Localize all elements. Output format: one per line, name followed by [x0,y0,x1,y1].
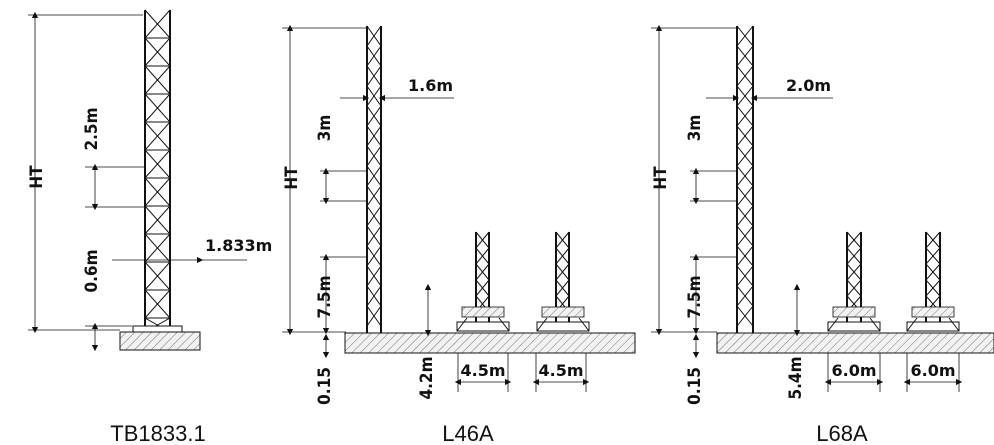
l68a-base-height-label: 5.4m [786,356,806,399]
tb1833-diagram: HT 2.5m 1.833m 0.6m TB1833.1 [27,9,272,445]
l68a-width-label: 2.0m [786,76,831,95]
l46a-ht-label: HT [282,166,302,190]
tb1833-base-height-label: 0.6m [82,249,102,292]
l46a-bottom-height-label: 7.5m [315,275,335,318]
l68a-caption: L68A [816,421,868,445]
l46a-width-label: 1.6m [408,76,453,95]
l68a-bottom-height-label: 7.5m [685,275,705,318]
l68a-section-height-label: 3m [685,115,705,142]
l46a-tower-lattice [366,25,382,327]
tb1833-tower-lattice [144,9,171,333]
l46a-track-right-label: 4.5m [538,361,583,380]
l46a-mini-tower-right [536,231,590,332]
l46a-ground-block [344,332,636,354]
l46a-base-offset-label: 0.15 [315,367,335,405]
l68a-track-right-label: 6.0m [910,361,955,380]
tb1833-ground-block [119,331,201,351]
l68a-diagram: HT 2.0m 3m 7.5m 0.15 [651,24,994,445]
l46a-diagram: HT 1.6m 3m 7.5m 0.15 [282,24,636,445]
tb1833-caption: TB1833.1 [110,421,205,445]
l46a-section-height-label: 3m [315,115,335,142]
tb1833-ht-label: HT [27,165,47,189]
l46a-mini-tower-left [456,231,510,332]
l68a-track-left-label: 6.0m [831,361,876,380]
l68a-tower-lattice [736,25,754,327]
l46a-base-height-label: 4.2m [417,356,437,399]
l68a-base-offset-label: 0.15 [685,367,705,405]
tb1833-section-height-label: 2.5m [82,107,102,150]
tb1833-base-plate [132,325,183,333]
l68a-mini-tower-right [906,231,960,332]
l68a-ground-block [716,332,994,354]
l68a-ht-label: HT [651,166,671,190]
l68a-mini-tower-left [827,231,881,332]
l46a-track-left-label: 4.5m [460,361,505,380]
tb1833-width-label: 1.833m [205,236,272,255]
l46a-caption: L46A [442,421,494,445]
